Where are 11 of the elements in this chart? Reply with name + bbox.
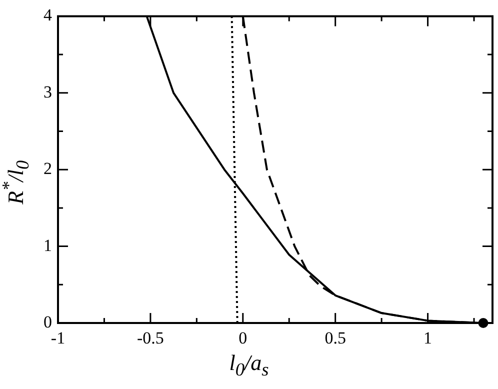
y-tick-label: 4 xyxy=(44,6,52,25)
x-tick-label: 0.5 xyxy=(324,328,346,348)
x-axis-title: l$_{0}$/a$_{s}$ xyxy=(228,350,270,380)
x-tick-label: 1 xyxy=(424,328,432,348)
x-tick-label: -0.5 xyxy=(136,328,164,348)
x-tick-label: 0 xyxy=(238,328,248,348)
y-tick-label: 2 xyxy=(44,159,52,178)
y-tick-label: 1 xyxy=(44,236,52,255)
x-tick-label: -1 xyxy=(50,328,66,348)
y-tick-label: 3 xyxy=(44,82,52,102)
y-tick-label: 0 xyxy=(44,312,52,332)
